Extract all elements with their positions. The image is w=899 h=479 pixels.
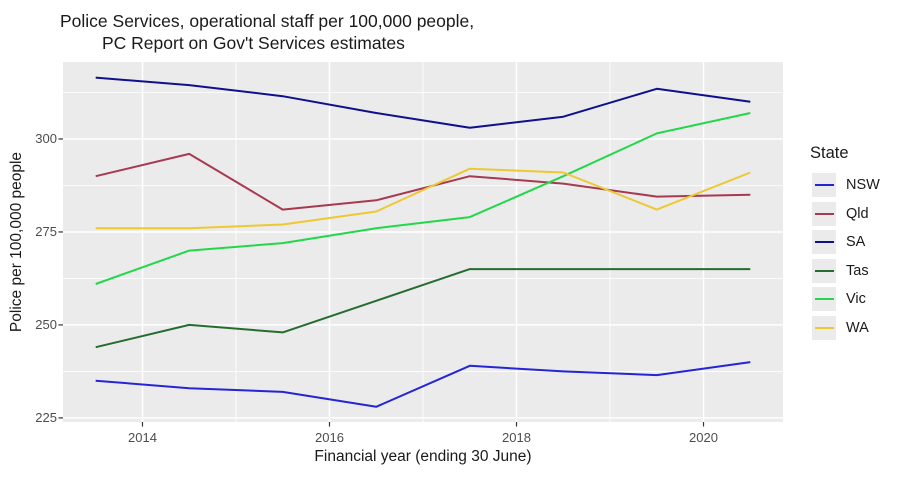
chart-title-line2: PC Report on Gov't Services estimates <box>102 33 405 53</box>
legend-key-line-WA <box>814 326 834 329</box>
legend-item-NSW: NSW <box>812 173 880 197</box>
x-tick-label: 2018 <box>502 430 531 445</box>
legend-key-line-Qld <box>814 212 834 215</box>
legend-item-Qld: Qld <box>812 201 869 226</box>
x-axis-title: Financial year (ending 30 June) <box>314 448 532 465</box>
chart-title-line1: Police Services, operational staff per 1… <box>60 11 475 31</box>
legend-label-SA: SA <box>846 234 866 250</box>
legend-label-Vic: Vic <box>846 291 866 307</box>
line-WA <box>95 167 751 230</box>
legend-key-line-NSW <box>814 184 834 186</box>
line-Qld <box>95 152 751 211</box>
legend-key-NSW <box>812 173 836 197</box>
legend-label-NSW: NSW <box>846 177 880 193</box>
y-tick-label: 275 <box>35 223 57 239</box>
legend-label-Qld: Qld <box>846 205 869 222</box>
legend-item-Tas: Tas <box>812 258 869 283</box>
line-SA <box>95 76 751 129</box>
y-tick-label: 250 <box>35 316 57 332</box>
legend-key-line-SA <box>814 241 834 243</box>
x-tick-label: 2016 <box>315 430 344 445</box>
y-tick-label: 300 <box>35 130 57 146</box>
legend-key-line-Vic <box>814 298 834 300</box>
legend-item-WA: WA <box>812 315 869 340</box>
legend-key-Tas <box>812 258 836 283</box>
y-tick-label: 225 <box>35 409 57 425</box>
legend-label-Tas: Tas <box>846 262 869 279</box>
x-tick-label: 2014 <box>128 430 157 445</box>
legend-title: State <box>810 144 849 162</box>
legend-item-Vic: Vic <box>812 287 866 311</box>
legend-key-Vic <box>812 287 836 311</box>
x-tick-label: 2020 <box>689 430 718 445</box>
legend-key-SA <box>812 230 836 254</box>
legend-key-WA <box>812 315 836 340</box>
line-Vic <box>95 112 751 285</box>
legend-item-SA: SA <box>812 230 865 254</box>
chart-title: Police Services, operational staff per 1… <box>60 10 474 54</box>
y-axis-title: Police per 100,000 people <box>8 151 25 333</box>
legend-label-WA: WA <box>846 319 869 336</box>
legend-key-Qld <box>812 201 836 226</box>
line-Tas <box>95 268 751 349</box>
line-NSW <box>95 361 751 408</box>
legend-key-line-Tas <box>814 269 834 272</box>
